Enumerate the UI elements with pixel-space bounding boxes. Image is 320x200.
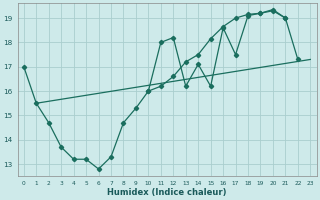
X-axis label: Humidex (Indice chaleur): Humidex (Indice chaleur) (107, 188, 227, 197)
